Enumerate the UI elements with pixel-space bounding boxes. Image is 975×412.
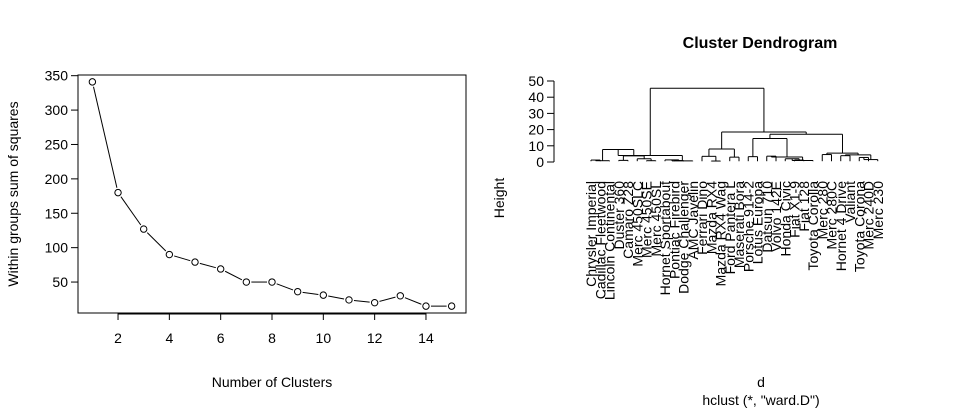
elbow-point bbox=[242, 278, 251, 286]
dendrogram-subtitle: hclust (*, "ward.D") bbox=[702, 392, 819, 408]
dendrogram-leaf-label: Merc 280C bbox=[824, 181, 840, 249]
elbow-y-tick-label: 350 bbox=[45, 68, 69, 84]
dendrogram-leaf-label: Merc 230 bbox=[870, 181, 886, 240]
elbow-x-tick-label: 8 bbox=[268, 330, 276, 346]
elbow-x-tick-label: 12 bbox=[367, 330, 383, 346]
dendrogram-leaf-label: Lincoln Continental bbox=[602, 181, 618, 300]
elbow-line-series bbox=[93, 86, 447, 307]
elbow-y-tick-label: 250 bbox=[45, 136, 69, 152]
elbow-x-tick-label: 14 bbox=[418, 330, 434, 346]
elbow-y-tick-label: 100 bbox=[45, 240, 69, 256]
elbow-y-tick-label: 50 bbox=[52, 274, 68, 290]
dendrogram-leaf-label: Pontiac Firebird bbox=[666, 181, 682, 279]
dendrogram-leaf-label: Mazda RX4 Wag bbox=[713, 181, 729, 286]
elbow-y-axis: 50 100 150 200 250 300 350 bbox=[45, 68, 79, 290]
elbow-line-segment bbox=[120, 196, 142, 226]
elbow-point bbox=[139, 225, 148, 233]
elbow-x-axis-label: Number of Clusters bbox=[212, 374, 333, 390]
elbow-point bbox=[216, 265, 225, 273]
dendrogram-y-tick-label: 50 bbox=[528, 73, 544, 89]
elbow-point-series bbox=[88, 78, 456, 310]
elbow-line-segment bbox=[353, 299, 370, 303]
dendrogram-leaf-label: Cadillac Fleetwood bbox=[592, 181, 608, 299]
elbow-line-segment bbox=[328, 295, 345, 300]
dendrogram-leaf-label: Valiant bbox=[842, 181, 858, 223]
dendrogram-leaf-label: AMC Javelin bbox=[685, 181, 701, 260]
elbow-plot-frame bbox=[77, 74, 467, 314]
dendrogram-leaf-label: Lotus Europa bbox=[750, 181, 766, 264]
dendrogram-leaf-label: Merc 450SE bbox=[639, 181, 655, 258]
elbow-y-tick-label: 200 bbox=[45, 171, 69, 187]
dendrogram-links bbox=[590, 87, 879, 162]
dendrogram-y-tick-label: 10 bbox=[528, 138, 544, 154]
elbow-point bbox=[165, 250, 174, 259]
elbow-y-tick-label: 150 bbox=[45, 205, 69, 221]
dendrogram-leaf-label: Datsun 710 bbox=[759, 181, 775, 253]
elbow-chart: 2 4 6 8 10 12 14 50 100 150 200 250 300 350 Number o… bbox=[5, 68, 467, 390]
dendrogram-y-axis-label: Height bbox=[491, 178, 507, 219]
dendrogram-leaf-label: Toyota Corolla bbox=[805, 181, 821, 271]
elbow-line-segment bbox=[404, 297, 422, 305]
elbow-line-segment bbox=[199, 262, 216, 269]
elbow-point bbox=[370, 298, 379, 307]
dendrogram-leaf-label: Camaro Z28 bbox=[620, 181, 636, 259]
elbow-point bbox=[447, 302, 456, 310]
dendrogram-leaf-label: Chrysler Imperial bbox=[583, 181, 599, 287]
elbow-line-segment bbox=[276, 283, 294, 291]
dendrogram-leaf-label: Fiat X1-9 bbox=[787, 181, 803, 238]
elbow-y-tick-label: 300 bbox=[45, 102, 69, 118]
dendrogram-leaf-label: Ford Pantera L bbox=[722, 181, 738, 275]
elbow-point bbox=[422, 302, 430, 310]
dendrogram-title: Cluster Dendrogram bbox=[683, 35, 838, 52]
elbow-x-tick-label: 2 bbox=[114, 330, 122, 346]
dendrogram-y-tick-label: 0 bbox=[536, 154, 544, 170]
dendrogram-leaf-label: Mazda RX4 bbox=[703, 181, 719, 254]
elbow-line-segment bbox=[302, 291, 319, 295]
dendrogram-leaf-label: Merc 450SL bbox=[648, 181, 664, 257]
dendrogram-leaf-label: Fiat 128 bbox=[796, 181, 812, 232]
dendrogram-leaf-label: Maserati Bora bbox=[731, 181, 747, 268]
elbow-x-tick-label: 6 bbox=[217, 330, 225, 346]
elbow-point bbox=[114, 188, 122, 197]
dendrogram-leaf-label: Hornet Sportabout bbox=[657, 181, 673, 296]
elbow-x-tick-label: 4 bbox=[165, 330, 173, 346]
elbow-line-segment bbox=[379, 296, 396, 302]
elbow-point bbox=[191, 258, 199, 266]
elbow-y-axis-label: Within groups sum of squares bbox=[5, 101, 21, 286]
elbow-point bbox=[345, 296, 353, 304]
dendrogram-leaf-label: Dodge Challenger bbox=[676, 181, 692, 294]
dendrogram-leaf-label: Duster 360 bbox=[611, 181, 627, 250]
dendrogram-leaf-label: Merc 280 bbox=[814, 181, 830, 240]
dendrogram-x-axis-label: d bbox=[757, 374, 765, 390]
dendrogram-y-tick-label: 20 bbox=[528, 122, 544, 138]
dendrogram-y-tick-label: 30 bbox=[528, 105, 544, 121]
dendrogram-y-tick-label: 40 bbox=[528, 89, 544, 105]
elbow-line-segment bbox=[146, 232, 167, 252]
dendrogram-leaf-label: Volvo 142E bbox=[768, 181, 784, 252]
elbow-point bbox=[396, 292, 405, 300]
dendrogram-leaf-label: Merc 450SLC bbox=[629, 181, 645, 267]
elbow-point bbox=[293, 287, 302, 296]
elbow-x-tick-label: 10 bbox=[316, 330, 332, 346]
dendrogram-leaf-label: Toyota Corona bbox=[851, 181, 867, 272]
elbow-line-segment bbox=[93, 86, 118, 188]
dendrogram-leaf-label: Honda Civic bbox=[777, 181, 793, 256]
dendrogram-leaf-label: Hornet 4 Drive bbox=[833, 181, 849, 271]
dendrogram-leaf-label: Merc 240D bbox=[861, 181, 877, 249]
elbow-line-segment bbox=[174, 255, 191, 262]
elbow-point bbox=[268, 278, 276, 286]
dendrogram-leaf-label: Porsche 914-2 bbox=[740, 181, 756, 272]
elbow-point bbox=[88, 78, 97, 86]
elbow-x-axis: 2 4 6 8 10 12 14 bbox=[114, 313, 434, 346]
elbow-point bbox=[319, 291, 328, 299]
dendrogram-leaf-label: Ferrari Dino bbox=[694, 181, 710, 255]
elbow-line-segment bbox=[224, 270, 243, 281]
